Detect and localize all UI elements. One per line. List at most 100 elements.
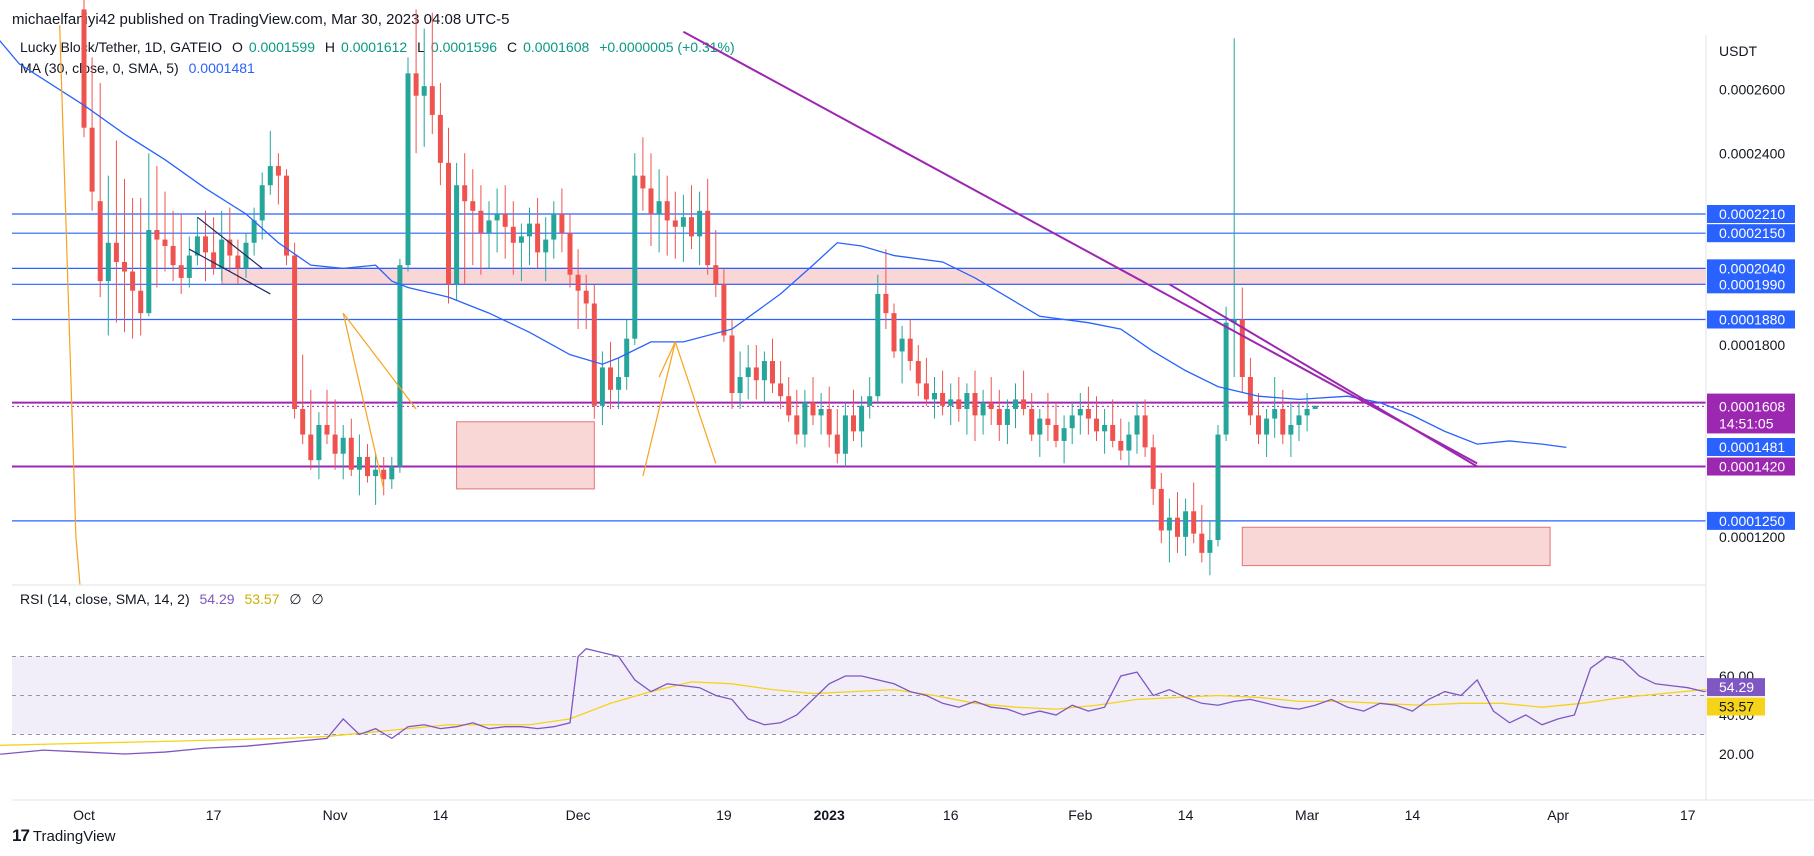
ma-legend: MA (30, close, 0, SMA, 5) 0.0001481	[20, 60, 261, 76]
descending-trendline	[682, 30, 1478, 465]
candle-body	[275, 166, 281, 176]
rsi-last-label: 54.29	[1719, 679, 1754, 695]
candle-body	[891, 313, 897, 352]
candle-body	[1126, 434, 1132, 451]
candle-body	[1312, 405, 1318, 409]
candle-body	[1239, 319, 1245, 378]
candle-body	[1029, 408, 1035, 435]
candle-body	[851, 415, 856, 432]
level-label: 0.0002040	[1719, 260, 1785, 276]
candle-body	[365, 456, 370, 477]
candle-body	[915, 361, 921, 384]
candle-body	[194, 236, 200, 256]
candle-body	[697, 210, 703, 237]
candle-body	[583, 290, 589, 304]
candle-body	[875, 293, 881, 397]
candle-body	[1069, 415, 1075, 429]
time-tick: 14	[1178, 807, 1194, 823]
ma-last-label-box	[1707, 438, 1795, 457]
candle-body	[1013, 399, 1018, 409]
rsi-last-box	[1707, 678, 1765, 697]
close-value: 0.0001608	[523, 39, 590, 55]
candle-body	[940, 393, 946, 406]
candle-body	[1264, 418, 1270, 435]
candle-body	[535, 223, 541, 253]
candle-body	[826, 408, 832, 435]
candle-body	[251, 220, 257, 243]
rsi-ma-line	[0, 681, 1729, 746]
candle-body	[1296, 415, 1302, 425]
time-tick: 16	[943, 807, 959, 823]
candle-body	[664, 201, 670, 221]
candle-body	[186, 255, 192, 278]
candle-body	[462, 185, 468, 202]
candle-body	[753, 367, 759, 381]
time-tick: Apr	[1547, 807, 1569, 823]
candle-body	[899, 338, 905, 352]
candle-body	[1077, 408, 1083, 416]
candle-body	[243, 242, 249, 269]
candle-body	[356, 456, 362, 470]
candle-body	[778, 383, 784, 397]
level-label-box	[1707, 511, 1795, 530]
candle-body	[502, 214, 508, 227]
candle-body	[486, 220, 492, 234]
level-label: 0.0001620	[1719, 395, 1785, 411]
candle-body	[454, 185, 460, 285]
candle-body	[1061, 428, 1067, 441]
candle-body	[810, 402, 816, 416]
currency-label: USDT	[1719, 43, 1758, 59]
ma-value: 0.0001481	[188, 60, 255, 76]
candle-body	[867, 396, 873, 406]
level-label-box	[1707, 205, 1795, 224]
time-tick: 19	[716, 807, 732, 823]
price-tick: 0.0001200	[1719, 529, 1785, 545]
candle-body	[421, 86, 427, 96]
price-tick: 0.0002600	[1719, 81, 1785, 97]
time-tick: Nov	[323, 807, 348, 823]
candle-body	[340, 437, 346, 454]
candle-body	[988, 402, 994, 409]
candle-body	[97, 201, 103, 282]
ma-label: MA (30, close, 0, SMA, 5)	[20, 60, 179, 76]
candle-body	[1102, 424, 1108, 432]
candle-body	[1183, 511, 1189, 537]
candle-body	[1191, 511, 1197, 534]
candle-body	[1272, 408, 1278, 419]
rsi-tick: 60.00	[1719, 668, 1754, 684]
candle-body	[575, 274, 581, 291]
candle-body	[138, 290, 144, 314]
candle-body	[446, 162, 451, 285]
rsi-extra-1: ∅	[289, 591, 302, 607]
candle-body	[162, 239, 168, 246]
level-label: 0.0001880	[1719, 311, 1785, 327]
candle-body	[624, 338, 630, 378]
candle-body	[1045, 418, 1051, 425]
candle-body	[227, 239, 233, 256]
candle-body	[737, 377, 743, 394]
candle-body	[510, 226, 516, 243]
time-tick: Feb	[1068, 807, 1092, 823]
rsi-label: RSI (14, close, SMA, 14, 2)	[20, 591, 190, 607]
candle-body	[308, 434, 314, 461]
ma-last-label: 0.0001481	[1719, 439, 1785, 455]
candle-body	[632, 175, 638, 339]
candle-body	[802, 402, 808, 435]
candle-body	[1118, 440, 1124, 451]
candle-body	[1085, 408, 1091, 419]
last-price-box	[1707, 397, 1795, 434]
price-tick: 0.0001800	[1719, 337, 1785, 353]
rsi-tick: 40.00	[1719, 707, 1754, 723]
ohlc-values: O 0.0001599 H 0.0001612 L 0.0001596 C 0.0001…	[231, 39, 735, 55]
candle-body	[146, 229, 152, 314]
rsi-legend: RSI (14, close, SMA, 14, 2) 54.29 53.57 …	[20, 591, 330, 608]
candle-body	[591, 303, 597, 406]
descending-trendline-2	[1168, 283, 1478, 468]
symbol-label: Lucky Block/Tether, 1D, GATEIO	[20, 39, 223, 55]
candle-body	[494, 214, 500, 221]
level-label-box	[1707, 310, 1795, 329]
candle-body	[259, 185, 265, 221]
candle-body	[972, 393, 978, 416]
candle-body	[1288, 424, 1294, 435]
